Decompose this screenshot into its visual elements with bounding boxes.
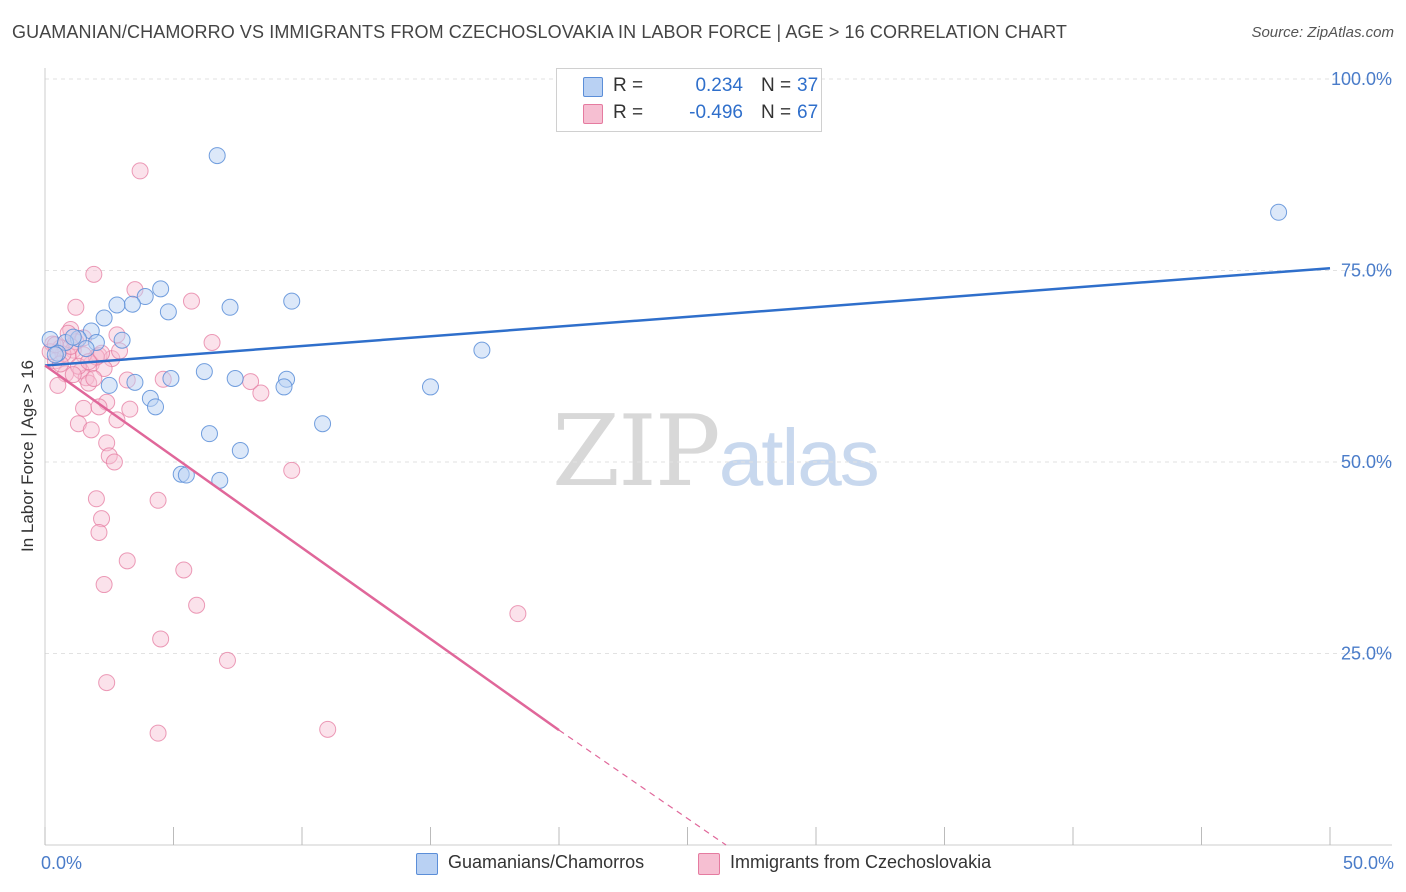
data-point-guamanian	[226, 370, 244, 388]
data-point-guamanian	[1270, 203, 1288, 221]
data-point-czechoslovakia	[319, 720, 337, 738]
data-point-guamanian	[46, 346, 64, 364]
y-tick-label: 100.0%	[1331, 69, 1392, 89]
data-point-czechoslovakia	[149, 491, 167, 509]
data-point-guamanian	[283, 292, 301, 310]
data-point-guamanian	[159, 303, 177, 321]
data-point-czechoslovakia	[93, 510, 111, 528]
data-point-czechoslovakia	[75, 399, 93, 417]
data-point-czechoslovakia	[108, 411, 126, 429]
data-point-czechoslovakia	[98, 434, 116, 452]
data-point-guamanian	[95, 309, 113, 327]
data-point-czechoslovakia	[175, 561, 193, 579]
bottom-legend-label: Guamanians/Chamorros	[448, 852, 645, 872]
data-point-czechoslovakia	[149, 724, 167, 742]
y-tick-label: 25.0%	[1341, 644, 1392, 664]
data-point-czechoslovakia	[252, 384, 270, 402]
data-point-czechoslovakia	[118, 552, 136, 570]
data-point-czechoslovakia	[90, 523, 108, 541]
data-point-guamanian	[200, 425, 218, 443]
data-point-czechoslovakia	[203, 334, 221, 352]
data-point-guamanian	[208, 147, 226, 165]
data-point-czechoslovakia	[131, 162, 149, 180]
chart-title: GUAMANIAN/CHAMORRO VS IMMIGRANTS FROM CZ…	[12, 22, 1067, 42]
data-point-czechoslovakia	[98, 674, 116, 692]
source-note: Source: ZipAtlas.com	[1251, 24, 1394, 41]
data-point-guamanian	[64, 328, 82, 346]
data-point-guamanian	[123, 295, 141, 313]
legend-n-label: N =	[761, 102, 792, 123]
data-point-guamanian	[108, 296, 126, 314]
data-point-guamanian	[314, 415, 332, 433]
watermark: ZIPatlas	[552, 395, 880, 509]
legend-swatch-pink	[583, 104, 603, 124]
data-point-czechoslovakia	[218, 651, 236, 669]
legend-r-value: -0.496	[689, 102, 743, 123]
data-point-guamanian	[162, 370, 180, 388]
data-point-czechoslovakia	[87, 490, 105, 508]
data-point-czechoslovakia	[49, 376, 67, 394]
data-point-czechoslovakia	[80, 374, 98, 392]
watermark-atlas: atlas	[718, 413, 880, 502]
data-point-guamanian	[221, 298, 239, 316]
legend-r-label: R =	[613, 102, 644, 123]
legend-r-value: 0.234	[695, 75, 743, 96]
data-point-czechoslovakia	[105, 453, 123, 471]
y-tick-label: 75.0%	[1341, 261, 1392, 281]
data-point-guamanian	[195, 363, 213, 381]
data-point-czechoslovakia	[90, 398, 108, 416]
trendline-guamanian	[44, 266, 1331, 367]
trendline-czechoslovakia-extension	[558, 729, 727, 846]
data-point-czechoslovakia	[121, 400, 139, 418]
bottom-legend-swatch-blue	[416, 853, 438, 875]
data-point-czechoslovakia	[64, 366, 82, 384]
data-point-czechoslovakia	[182, 292, 200, 310]
legend-n-value: 67	[797, 102, 819, 123]
data-point-czechoslovakia	[95, 576, 113, 594]
data-point-czechoslovakia	[509, 605, 527, 623]
bottom-legend-swatch-pink	[698, 853, 720, 875]
data-point-guamanian	[275, 378, 293, 396]
data-point-guamanian	[422, 378, 439, 396]
y-tick-label: 50.0%	[1341, 452, 1392, 472]
legend-n-label: N =	[761, 75, 792, 96]
data-point-czechoslovakia	[85, 370, 103, 388]
data-point-guamanian	[100, 376, 118, 394]
data-point-czechoslovakia	[82, 421, 100, 439]
data-point-czechoslovakia	[85, 265, 103, 283]
data-point-guamanian	[473, 341, 491, 359]
x-tick-label: 0.0%	[41, 853, 82, 873]
data-point-czechoslovakia	[152, 630, 170, 648]
data-point-czechoslovakia	[67, 298, 85, 316]
data-point-guamanian	[231, 442, 249, 460]
data-point-guamanian	[136, 288, 154, 306]
correlation-legend: R = 0.234 N = 37 R = -0.496 N = 67	[556, 68, 822, 132]
data-point-guamanian	[147, 398, 165, 416]
data-point-guamanian	[113, 331, 131, 349]
y-axis-label: In Labor Force | Age > 16	[18, 359, 37, 553]
data-point-czechoslovakia	[283, 461, 301, 479]
trendline-czechoslovakia	[44, 364, 560, 732]
data-point-guamanian	[126, 373, 144, 391]
x-tick-label: 50.0%	[1343, 853, 1394, 873]
legend-swatch-blue	[583, 77, 603, 97]
legend-n-value: 37	[797, 75, 819, 96]
bottom-legend-label: Immigrants from Czechoslovakia	[730, 852, 992, 872]
watermark-zip: ZIP	[552, 395, 721, 509]
legend-r-label: R =	[613, 75, 644, 96]
data-point-czechoslovakia	[188, 596, 206, 614]
data-point-guamanian	[152, 280, 170, 298]
data-point-guamanian	[77, 340, 95, 358]
